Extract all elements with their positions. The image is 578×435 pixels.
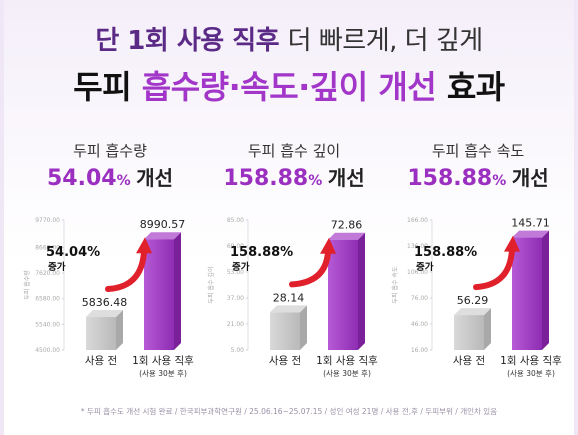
headline-main-a: 두피 (73, 68, 132, 106)
improvement-percent-sign: % (492, 173, 507, 189)
y-tick-label: 76.00 (411, 295, 428, 302)
bar-before (454, 315, 484, 350)
y-tick-label: 6580.00 (35, 296, 60, 303)
increase-callout-number: 54.04% (46, 245, 100, 260)
y-tick-label: 9770.00 (35, 217, 60, 224)
headline-main-b: 효과 (446, 68, 505, 106)
y-tick-label: 136.00 (407, 243, 428, 250)
bar-value-label: 72.86 (331, 219, 363, 232)
category-label: 사용 전 (269, 355, 301, 367)
improvement-word: 개선 (327, 166, 365, 190)
y-tick-label: 4500.00 (35, 347, 60, 354)
y-tick-label: 69.00 (227, 243, 244, 250)
bar-before (270, 312, 300, 350)
improvement-percent-sign: % (308, 173, 323, 189)
increase-arrowhead (504, 235, 520, 252)
bar-before-top (270, 305, 307, 313)
improvement-word: 개선 (136, 166, 173, 190)
bar-before-top (86, 310, 123, 318)
headline-top-rest: 더 빠르게, 더 깊게 (287, 26, 484, 56)
y-tick-label: 5.00 (231, 347, 245, 354)
y-tick-label: 8660.00 (35, 244, 60, 251)
bar-after (328, 239, 358, 350)
y-axis-label: 두피 흡수 깊이 (207, 267, 215, 304)
bar-after (144, 239, 174, 350)
y-tick-label: 46.00 (411, 321, 428, 328)
y-tick-label: 166.00 (407, 217, 428, 224)
bar-value-label: 56.29 (457, 294, 489, 307)
bar-before-side (484, 308, 491, 350)
y-tick-label: 21.00 (227, 321, 244, 328)
y-tick-label: 5540.00 (35, 321, 60, 328)
bar-before-top (454, 308, 491, 316)
bar-before-side (116, 310, 123, 350)
bar-after-side (358, 232, 365, 350)
chart-panel-absorption-speed: 두피 흡수 속도 158.88% 개선 두피 흡수 속도 16.00 46.00 76… (388, 140, 568, 390)
increase-callout-word: 증가 (232, 261, 250, 273)
bar-chart-absorption-speed: 두피 흡수 속도 16.00 46.00 76.00 106.00 136.00 166.0… (391, 217, 562, 378)
category-label: 1회 사용 직후 (500, 355, 562, 367)
bar-after-top (328, 232, 365, 240)
improvement-number: 158.88 (223, 166, 309, 191)
y-tick-label: 7620.00 (35, 270, 60, 277)
y-tick-label: 16.00 (411, 347, 428, 354)
category-sub-label: (사용 30분 후) (507, 369, 555, 378)
increase-arrow (105, 248, 147, 293)
increase-arrowhead (320, 237, 336, 254)
increase-callout-number: 158.88% (414, 245, 477, 260)
y-tick-label: 53.00 (227, 269, 244, 276)
category-sub-label: (사용 30분 후) (139, 369, 187, 378)
improvement-number: 158.88 (407, 166, 493, 191)
y-axis-label: 두피 흡수 속도 (391, 266, 399, 303)
bar-before (86, 317, 116, 350)
category-label: 1회 사용 직후 (132, 355, 194, 367)
increase-callout-word: 증가 (48, 261, 66, 273)
bar-after-side (174, 232, 181, 350)
y-tick-label: 37.00 (227, 295, 244, 302)
category-label: 1회 사용 직후 (316, 355, 378, 367)
increase-callout-number: 158.88% (230, 245, 293, 260)
increase-arrowhead (136, 237, 152, 254)
improvement-word: 개선 (511, 166, 549, 190)
footnote: * 두피 흡수도 개선 시험 완료 / 한국피부과학연구원 / 25.06.16… (80, 407, 498, 416)
improvement-headline: 158.88% 개선 (204, 162, 384, 191)
headline-top-accent: 단 1회 사용 직후 (95, 26, 280, 56)
increase-arrow (473, 246, 515, 291)
increase-arrow (289, 248, 331, 288)
bar-after-top (144, 232, 181, 240)
chart-title: 두피 흡수량 (73, 142, 147, 160)
headline-main-highlight: 흡수량·속도·깊이 개선 (141, 68, 437, 106)
chart-panel-absorption-amount: 두피 흡수량 54.04% 개선 두피 흡수량 4500.00 5540.00 658… (20, 140, 200, 390)
improvement-number: 54.04 (46, 166, 117, 191)
chart-panel-absorption-depth: 두피 흡수 깊이 158.88% 개선 두피 흡수 깊이 5.00 21.00 37.… (204, 140, 384, 390)
category-label: 사용 전 (453, 355, 485, 367)
bar-value-label: 145.71 (511, 217, 550, 230)
improvement-percent-sign: % (116, 173, 131, 189)
bar-chart-absorption-depth: 두피 흡수 깊이 5.00 21.00 37.00 53.00 69.00 85.00 28.… (207, 217, 378, 378)
bar-after-top (512, 230, 549, 238)
category-sub-label: (사용 30분 후) (323, 369, 371, 378)
bar-chart-absorption-amount: 두피 흡수량 4500.00 5540.00 6580.00 7620.00 8660.0… (23, 217, 194, 378)
bar-value-label: 5836.48 (82, 296, 128, 309)
bar-value-label: 28.14 (273, 291, 305, 304)
bar-value-label: 8990.57 (140, 218, 186, 231)
increase-callout-word: 증가 (416, 261, 434, 273)
bar-after (512, 237, 542, 350)
category-label: 사용 전 (85, 355, 117, 367)
improvement-headline: 158.88% 개선 (388, 162, 568, 191)
y-axis-label: 두피 흡수량 (23, 270, 31, 300)
headline-top: 단 1회 사용 직후 더 빠르게, 더 깊게 (4, 20, 574, 57)
y-tick-label: 106.00 (407, 269, 428, 276)
chart-title: 두피 흡수 깊이 (247, 142, 341, 160)
bar-after-side (542, 230, 549, 350)
chart-title: 두피 흡수 속도 (431, 142, 525, 160)
headline-main: 두피 흡수량·속도·깊이 개선 효과 (4, 62, 574, 108)
bar-before-side (300, 305, 307, 350)
improvement-headline: 54.04% 개선 (20, 162, 200, 191)
y-tick-label: 85.00 (227, 217, 244, 224)
